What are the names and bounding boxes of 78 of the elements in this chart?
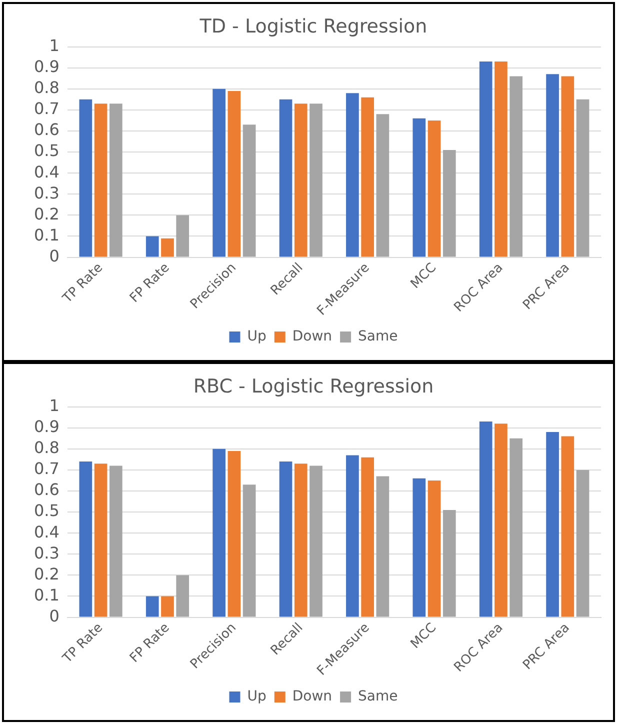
bar: [94, 464, 108, 617]
bar: [161, 238, 174, 257]
y-tick-label: 0.6: [34, 120, 60, 140]
bar: [146, 236, 159, 257]
bar: [161, 596, 174, 617]
bar: [176, 575, 190, 617]
bar: [546, 74, 559, 257]
y-tick-label: 0.3: [34, 543, 60, 562]
bar: [428, 480, 441, 617]
bar: [546, 432, 559, 617]
bar: [479, 422, 492, 617]
bar: [561, 76, 574, 257]
bar: [242, 124, 256, 257]
y-tick-label: 0.2: [34, 204, 60, 224]
bar: [376, 114, 390, 257]
y-tick-label: 0.9: [34, 417, 60, 436]
bar: [494, 62, 508, 257]
bar: [146, 596, 159, 617]
bar: [294, 464, 308, 617]
y-tick-label: 0.1: [34, 225, 60, 244]
y-tick-label: 1: [49, 396, 60, 415]
bar: [494, 424, 508, 617]
y-tick-label: 0.4: [34, 522, 60, 542]
bar: [442, 150, 456, 257]
bar: [176, 215, 190, 257]
bar: [561, 436, 574, 617]
bar: [228, 451, 241, 617]
chart-title: RBC - Logistic Regression: [193, 375, 434, 398]
y-tick-label: 0.6: [34, 480, 60, 500]
bar: [576, 99, 590, 257]
bar: [212, 88, 226, 257]
y-tick-label: 0.8: [34, 78, 60, 98]
bar: [576, 470, 590, 617]
y-tick-label: 0: [49, 246, 60, 266]
y-tick-label: 0.5: [34, 501, 60, 520]
y-tick-label: 0.9: [34, 57, 60, 76]
bar: [510, 438, 522, 617]
y-tick-label: 0.8: [34, 438, 60, 458]
bar: [109, 466, 122, 617]
bar: [212, 448, 226, 617]
bar: [412, 118, 426, 257]
bar: [376, 476, 390, 617]
y-tick-label: 0.3: [34, 183, 60, 202]
bar: [442, 510, 456, 617]
bar: [228, 91, 241, 257]
y-tick-label: 0.7: [34, 99, 60, 118]
bar: [310, 466, 322, 617]
legend-label: Up: [247, 328, 266, 345]
bar: [242, 484, 256, 617]
bar: [346, 455, 359, 617]
legend-label: Down: [292, 688, 332, 705]
bar: [79, 462, 92, 617]
legend-label: Down: [292, 328, 332, 345]
chart-title: TD - Logistic Regression: [198, 15, 428, 38]
bar: [361, 97, 374, 257]
bar: [479, 62, 492, 257]
bar: [79, 99, 92, 257]
bar: [94, 104, 108, 257]
legend-label: Up: [247, 688, 266, 705]
legend-label: Same: [358, 328, 398, 345]
bar: [310, 104, 322, 257]
y-tick-label: 1: [49, 36, 60, 55]
y-tick-label: 0.7: [34, 459, 60, 478]
y-tick-label: 0.2: [34, 564, 60, 584]
bar: [294, 104, 308, 257]
bar: [428, 120, 441, 257]
bar: [279, 462, 292, 617]
bar: [109, 104, 122, 257]
y-tick-label: 0.4: [34, 162, 60, 182]
bar: [412, 478, 426, 617]
y-tick-label: 0.5: [34, 141, 60, 160]
bar: [279, 99, 292, 257]
y-tick-label: 0.1: [34, 585, 60, 604]
bar: [510, 76, 522, 257]
bar: [346, 93, 359, 257]
bar: [361, 457, 374, 617]
legend-label: Same: [358, 688, 398, 705]
y-tick-label: 0: [49, 606, 60, 626]
